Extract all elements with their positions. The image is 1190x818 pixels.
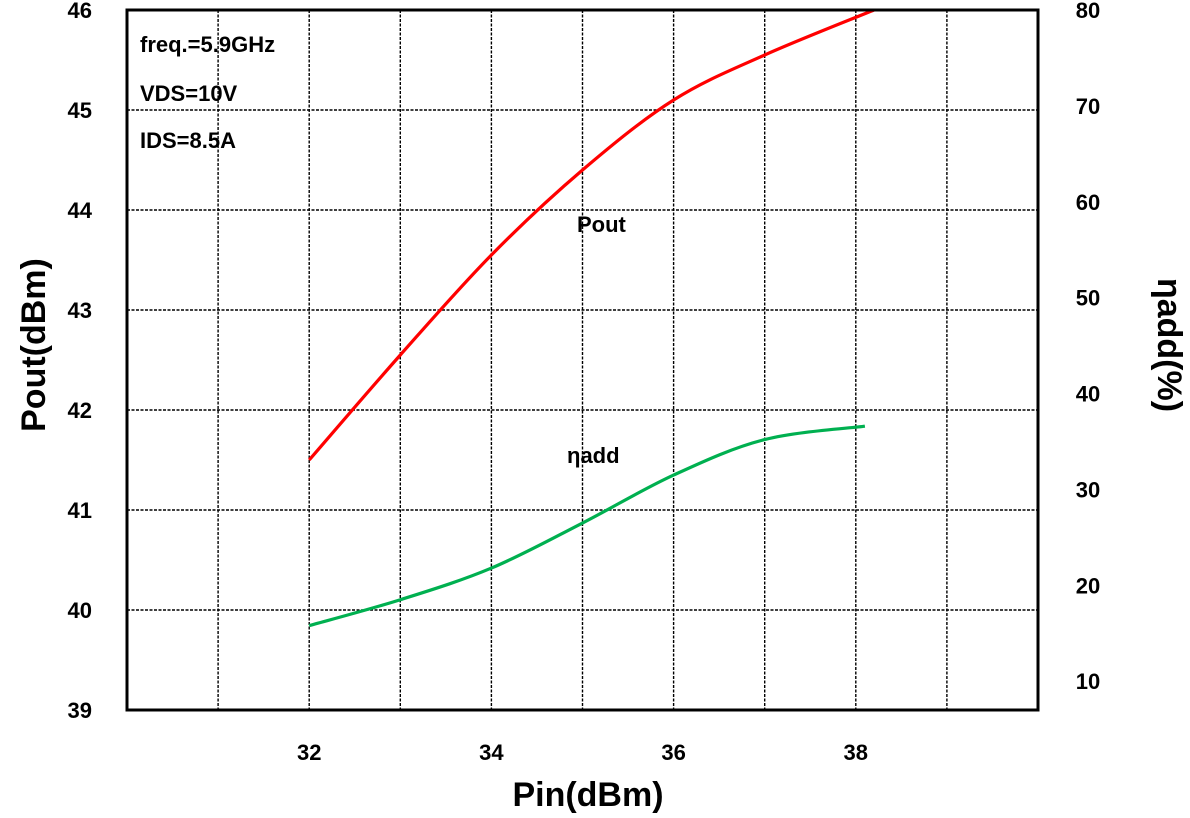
plot-frame: [125, 8, 1040, 712]
y-right-tick-label: 10: [1076, 669, 1100, 694]
grid-layer: [127, 9, 1038, 710]
y-right-tick-label: 70: [1076, 94, 1100, 119]
y-right-tick-label: 40: [1076, 382, 1100, 407]
y-left-tick-label: 46: [68, 0, 92, 23]
series-line-eta-add: [308, 424, 866, 628]
y-axis-right-label: ηadd(%): [1150, 278, 1188, 412]
ticks-layer: 39 40 41 42 43 44 45 46 10 20 30 40 50 60 70 80 32 34 36 38: [68, 0, 1101, 765]
annotation-freq: freq.=5.9GHz: [140, 32, 275, 57]
y-left-tick-label: 43: [68, 298, 92, 323]
x-tick-label: 36: [661, 740, 685, 765]
annotation-vds: VDS=10V: [140, 81, 238, 106]
x-tick-label: 38: [844, 740, 868, 765]
y-left-tick-label: 39: [68, 698, 92, 723]
y-left-tick-label: 45: [68, 98, 92, 123]
y-right-tick-label: 20: [1076, 573, 1100, 598]
series-label-eta: ηadd: [567, 443, 620, 468]
y-right-tick-label: 80: [1076, 0, 1100, 23]
annotation-ids: IDS=8.5A: [140, 128, 236, 153]
y-right-tick-label: 50: [1076, 286, 1100, 311]
series-layer: [307, 8, 875, 628]
series-label-pout: Pout: [577, 212, 627, 237]
y-left-tick-label: 41: [68, 498, 92, 523]
y-left-tick-label: 40: [68, 598, 92, 623]
y-right-tick-label: 30: [1076, 477, 1100, 502]
x-tick-label: 34: [479, 740, 504, 765]
y-axis-left-label: Pout(dBm): [15, 258, 53, 432]
y-right-tick-label: 60: [1076, 190, 1100, 215]
y-left-tick-label: 42: [68, 398, 92, 423]
series-line-pout: [307, 8, 875, 462]
x-tick-label: 32: [297, 740, 321, 765]
y-left-tick-label: 44: [68, 198, 93, 223]
x-axis-label: Pin(dBm): [512, 776, 663, 814]
